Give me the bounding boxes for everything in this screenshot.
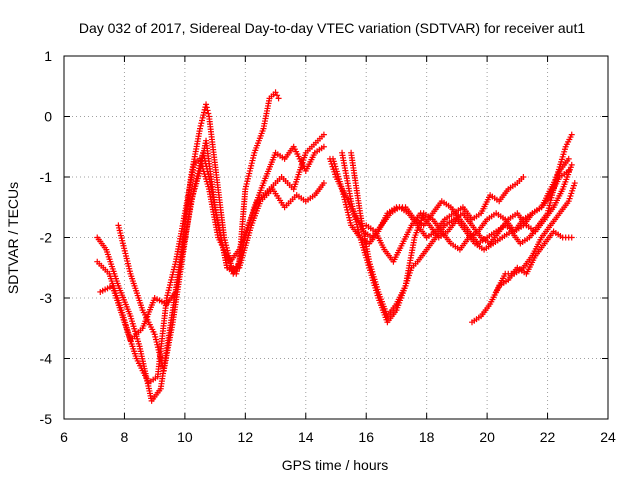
data-marker bbox=[199, 117, 206, 124]
data-point bbox=[320, 131, 327, 138]
data-point bbox=[571, 180, 578, 187]
y-tick-label: -5 bbox=[40, 411, 53, 427]
x-tick-label: 22 bbox=[540, 429, 556, 445]
x-tick-label: 12 bbox=[238, 429, 254, 445]
series-track-9 bbox=[363, 131, 575, 265]
data-point bbox=[320, 143, 327, 150]
data-point bbox=[520, 174, 527, 180]
data-marker bbox=[203, 104, 210, 111]
data-point bbox=[568, 131, 575, 138]
x-tick-label: 14 bbox=[298, 429, 314, 445]
data-point bbox=[320, 180, 327, 187]
grid-layer bbox=[64, 56, 608, 419]
y-tick-label: -2 bbox=[40, 230, 53, 246]
data-marker bbox=[198, 120, 205, 127]
x-tick-label: 16 bbox=[358, 429, 374, 445]
data-layer bbox=[94, 89, 578, 404]
y-tick-label: 0 bbox=[44, 109, 52, 125]
x-tick-label: 8 bbox=[121, 429, 129, 445]
y-tick-label: -4 bbox=[40, 351, 53, 367]
x-tick-label: 24 bbox=[600, 429, 616, 445]
x-tick-label: 20 bbox=[479, 429, 495, 445]
x-axis-label: GPS time / hours bbox=[282, 457, 389, 473]
data-marker bbox=[204, 107, 211, 114]
data-point bbox=[568, 234, 575, 241]
series-track-3 bbox=[97, 131, 327, 386]
x-tick-label: 10 bbox=[177, 429, 193, 445]
data-point bbox=[565, 155, 572, 162]
data-point bbox=[568, 161, 575, 168]
data-marker bbox=[201, 109, 208, 116]
series-track-11 bbox=[493, 180, 578, 295]
x-tick-label: 6 bbox=[60, 429, 68, 445]
data-point bbox=[203, 101, 210, 108]
axis-layer: 6 8 10 12 14 16 18 20 22 24 -5 -4 -3 -2 -1 0 1 bbox=[40, 48, 616, 445]
chart-title: Day 032 of 2017, Sidereal Day-to-day VTE… bbox=[79, 20, 586, 36]
data-marker bbox=[200, 112, 207, 119]
data-marker bbox=[274, 92, 281, 99]
data-marker bbox=[205, 110, 212, 117]
data-point bbox=[275, 95, 282, 102]
y-tick-label: 1 bbox=[44, 48, 52, 64]
y-tick-label: -3 bbox=[40, 290, 53, 306]
series-track-8 bbox=[348, 149, 575, 320]
y-tick-label: -1 bbox=[40, 169, 53, 185]
x-tick-label: 18 bbox=[419, 429, 435, 445]
data-marker bbox=[197, 122, 204, 129]
series-track-1 bbox=[94, 89, 282, 404]
data-marker bbox=[199, 114, 206, 121]
y-axis-label: SDTVAR / TECUs bbox=[5, 182, 21, 294]
series-track-4 bbox=[115, 137, 327, 374]
data-point bbox=[272, 89, 279, 96]
data-point bbox=[197, 125, 203, 132]
